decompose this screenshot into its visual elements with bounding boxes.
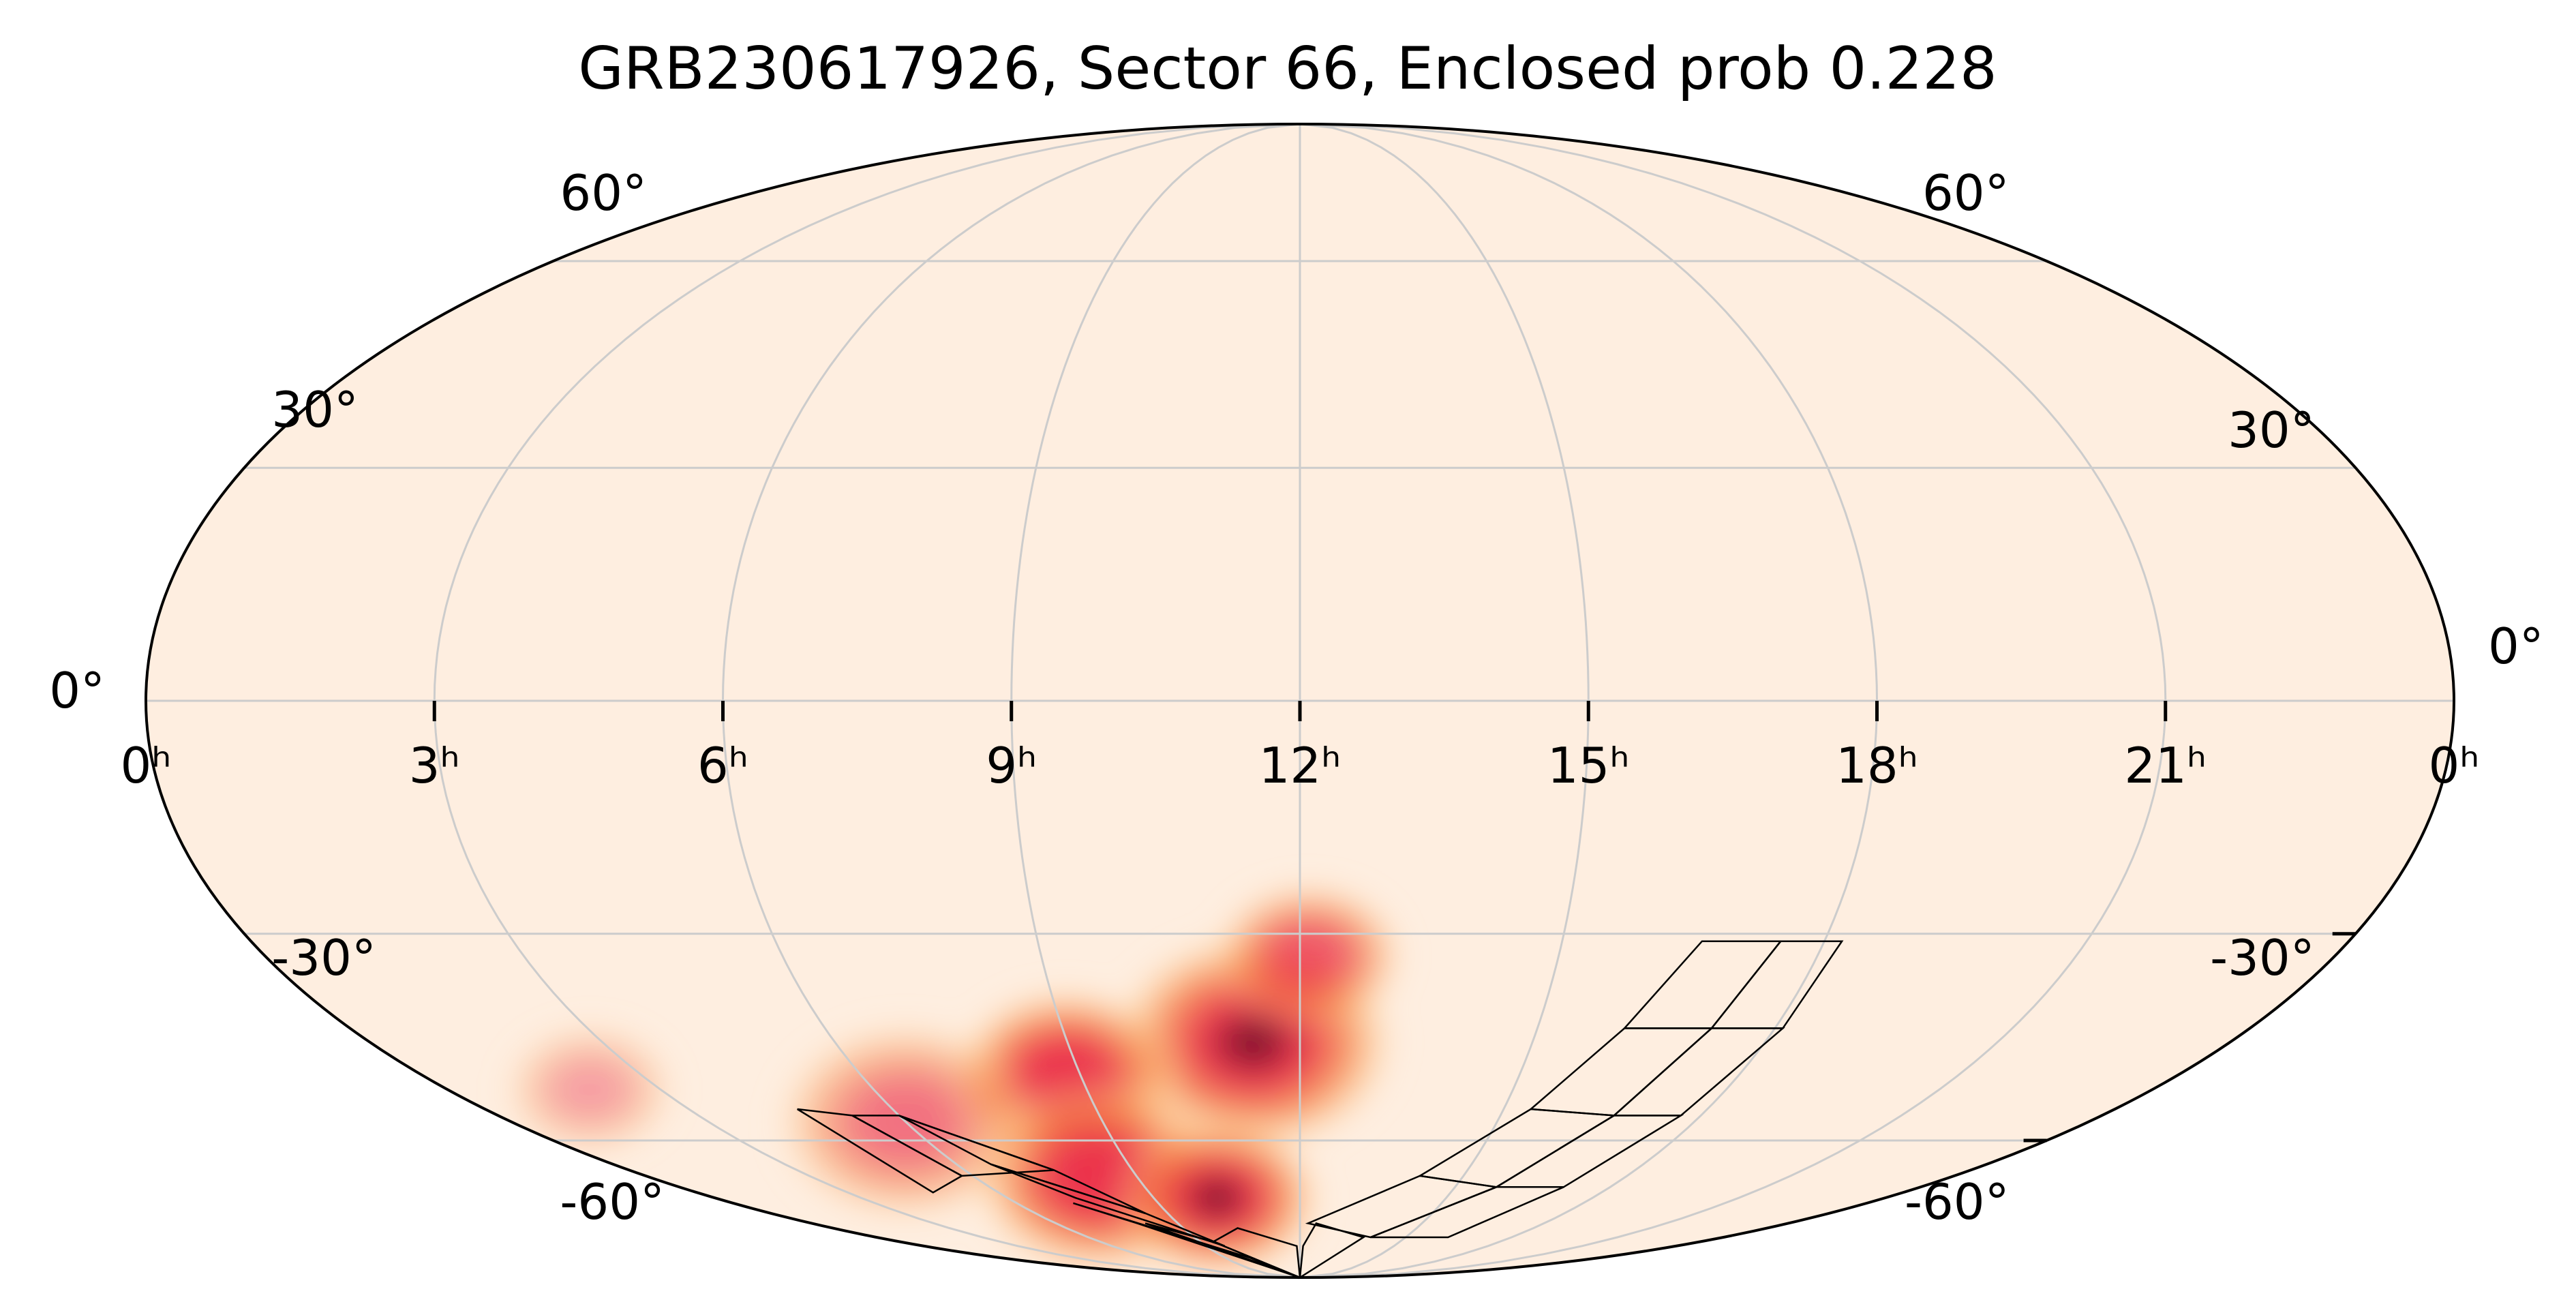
dec-tick-label-right: 0° xyxy=(2488,618,2544,675)
dec-tick-label-right: -60° xyxy=(560,1173,665,1230)
dec-tick-label-right: -30° xyxy=(271,929,376,986)
ra-tick-label: 18ʰ xyxy=(1836,737,1918,794)
ccd-footprint xyxy=(797,1108,964,1194)
dec-tick-label-right: 30° xyxy=(271,381,359,438)
dec-tick-label-left: -60° xyxy=(1905,1173,2010,1230)
ra-tick-label: 0ʰ xyxy=(2429,737,2480,794)
camera-footprints xyxy=(797,940,1844,1280)
ra-tick-label: 15ʰ xyxy=(1547,737,1630,794)
ra-tick-label: 0ʰ xyxy=(121,737,172,794)
ra-tick-label: 6ʰ xyxy=(697,737,748,794)
ra-tick-label: 12ʰ xyxy=(1259,737,1342,794)
ccd-footprint xyxy=(1073,1202,1301,1279)
ra-tick-label: 3ʰ xyxy=(409,737,460,794)
dec-tick-label-right: 60° xyxy=(560,164,647,222)
ccd-footprint xyxy=(1305,1175,1500,1239)
probability-blob xyxy=(1211,881,1406,1031)
dec-tick-label-left: -30° xyxy=(2210,929,2315,986)
camera-2-footprint xyxy=(1305,1108,1684,1239)
axis-ticks: 0ʰ 21ʰ 18ʰ 15ʰ 12ʰ 9ʰ 6ʰ 3ʰ 0ʰ 60° 60° 30° 30° 0° 0° -3… xyxy=(49,164,2544,1230)
dec-tick-label-left: 0° xyxy=(49,662,105,719)
ra-tick-label: 21ʰ xyxy=(2124,737,2207,794)
camera-4-footprint xyxy=(797,1108,1226,1247)
dec-tick-label-left: 60° xyxy=(1922,164,2010,222)
ra-tick-label: 9ʰ xyxy=(986,737,1037,794)
probability-blob xyxy=(500,1021,679,1158)
sky-outline xyxy=(145,123,2455,1279)
chart-title: GRB230617926, Sector 66, Enclosed prob 0… xyxy=(578,35,1997,103)
dec-tick-label-left: 30° xyxy=(2228,402,2315,459)
ccd-footprint xyxy=(1299,1222,1366,1280)
